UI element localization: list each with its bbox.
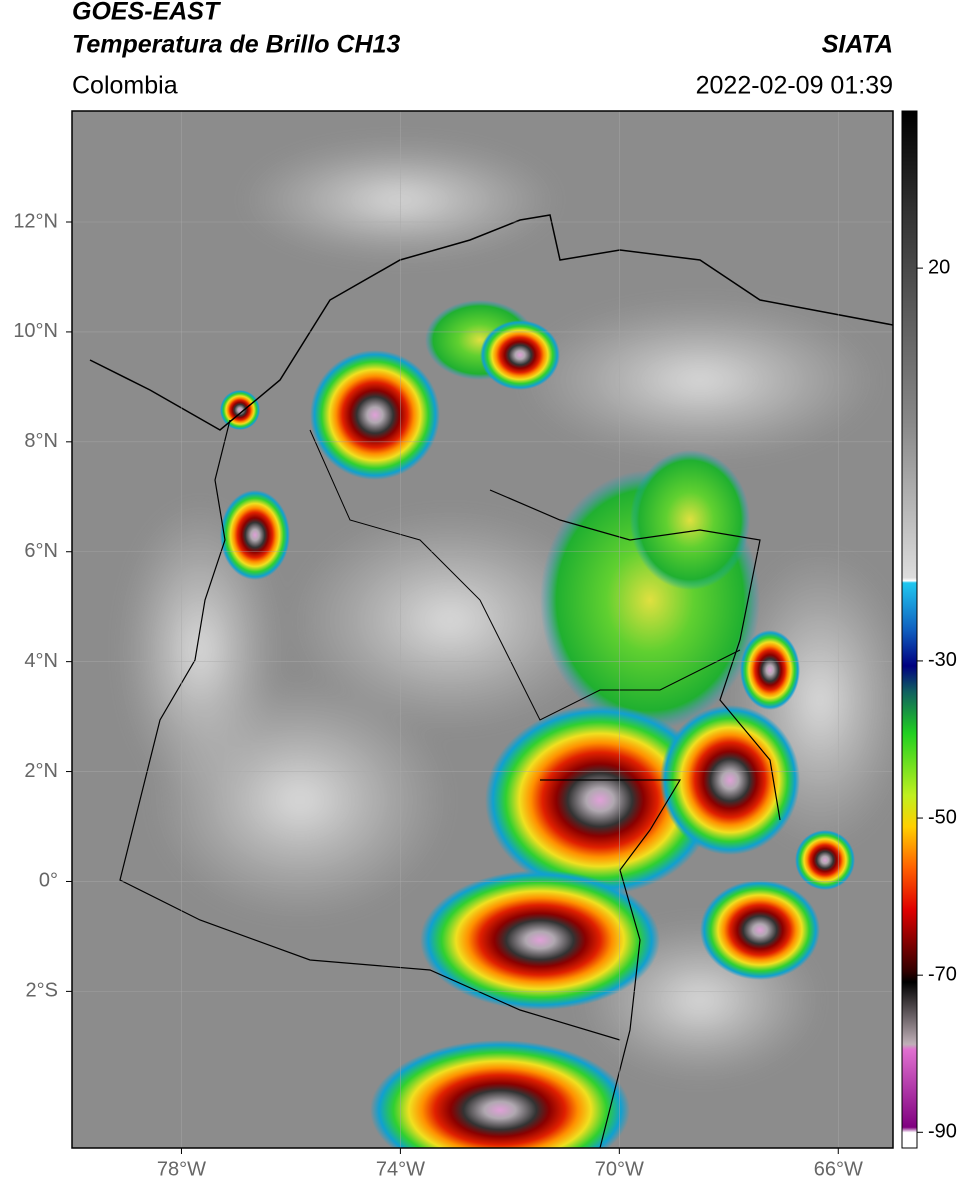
lat-tick-label: 0° (39, 870, 58, 892)
lat-tick-label: 12°N (13, 210, 58, 232)
lat-tick-label: 2°S (26, 980, 58, 1002)
colorbar-tick-label: -30 (928, 649, 957, 671)
lon-tick-label: 74°W (376, 1158, 425, 1180)
lat-tick-label: 10°N (13, 320, 58, 342)
title: GOES-EAST (72, 0, 222, 26)
lat-tick-label: 2°N (24, 760, 58, 782)
subtitle: Temperatura de Brillo CH13 (72, 31, 400, 59)
map-frame (71, 110, 894, 1149)
datetime: 2022-02-09 01:39 (696, 72, 893, 100)
lat-tick-label: 8°N (24, 430, 58, 452)
lat-tick-label: 6°N (24, 540, 58, 562)
lon-tick-label: 70°W (595, 1158, 644, 1180)
region: Colombia (72, 72, 178, 100)
satellite-image (72, 111, 893, 1148)
colorbar-tick-label: -70 (928, 963, 957, 985)
lat-tick-label: 4°N (24, 650, 58, 672)
colorbar-tick-label: -50 (928, 806, 957, 828)
colorbar-tick-label: 20 (928, 256, 950, 278)
source: SIATA (822, 31, 893, 59)
lon-tick-label: 78°W (157, 1158, 206, 1180)
colorbar-tick-label: -90 (928, 1121, 957, 1143)
colorbar (901, 110, 918, 1149)
lon-tick-label: 66°W (814, 1158, 863, 1180)
